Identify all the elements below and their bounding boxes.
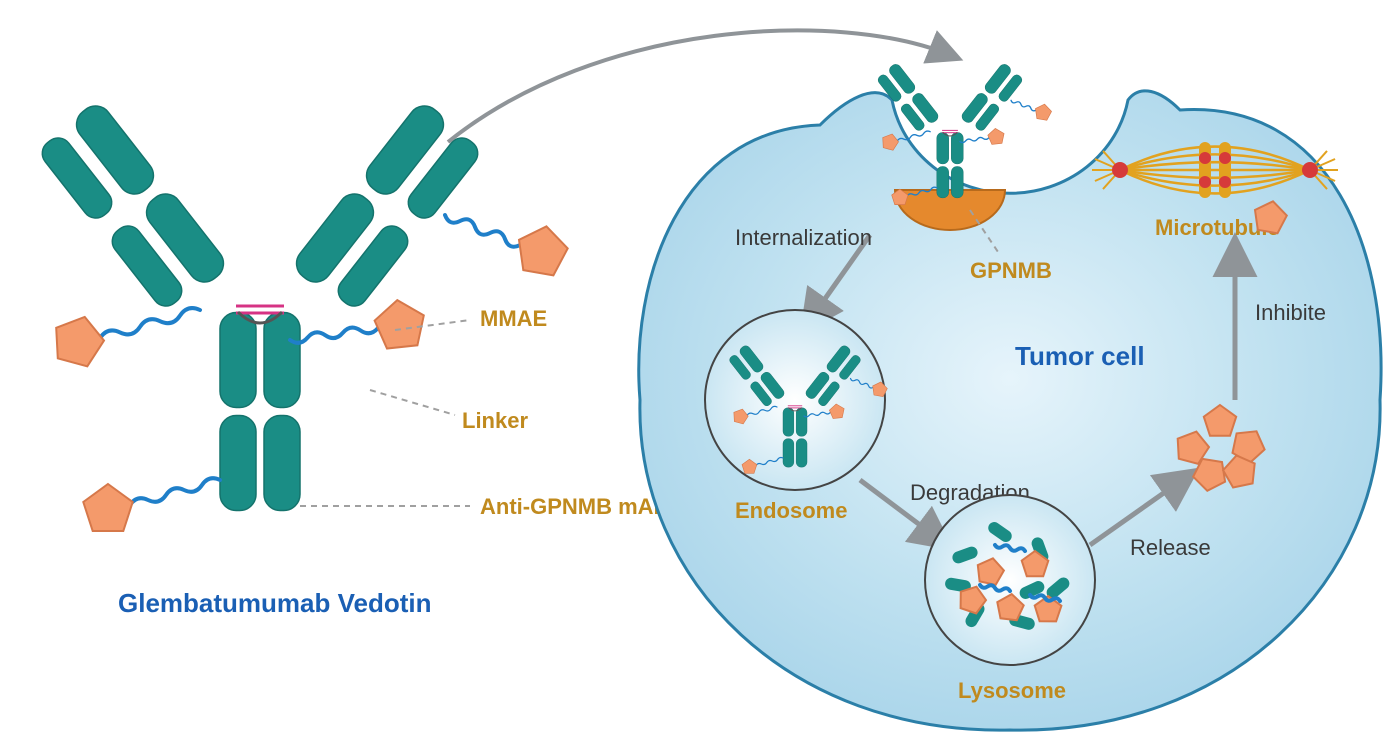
adc-mechanism-diagram: MMAE Linker Anti-GPNMB mAb Glembatumumab… <box>0 0 1399 734</box>
tumor-cell-label: Tumor cell <box>1015 341 1145 371</box>
release-label: Release <box>1130 535 1211 560</box>
mmae-label: MMAE <box>480 306 547 331</box>
inhibit-label: Inhibite <box>1255 300 1326 325</box>
anti-gpnmb-label: Anti-GPNMB mAb <box>480 494 667 519</box>
linker-label: Linker <box>462 408 528 433</box>
internalization-label: Internalization <box>735 225 872 250</box>
callout-lines <box>300 320 470 506</box>
gpnmb-label: GPNMB <box>970 258 1052 283</box>
lysosome-label: Lysosome <box>958 678 1066 703</box>
endosome-label: Endosome <box>735 498 847 523</box>
endosome-icon <box>705 310 885 490</box>
drug-name-label: Glembatumumab Vedotin <box>118 588 432 618</box>
